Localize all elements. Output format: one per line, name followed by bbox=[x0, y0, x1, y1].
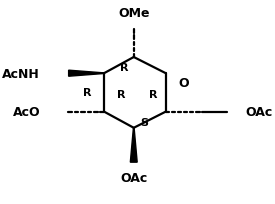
Polygon shape bbox=[69, 71, 104, 77]
Text: R: R bbox=[120, 63, 129, 73]
Text: R: R bbox=[83, 88, 91, 98]
Text: OMe: OMe bbox=[118, 7, 150, 20]
Text: OAc: OAc bbox=[246, 106, 273, 119]
Text: O: O bbox=[178, 76, 189, 89]
Text: S: S bbox=[140, 117, 148, 127]
Polygon shape bbox=[130, 128, 137, 162]
Text: AcNH: AcNH bbox=[2, 67, 40, 80]
Text: R: R bbox=[149, 90, 158, 100]
Text: AcO: AcO bbox=[12, 106, 40, 119]
Text: OAc: OAc bbox=[120, 171, 147, 184]
Text: R: R bbox=[117, 90, 125, 100]
